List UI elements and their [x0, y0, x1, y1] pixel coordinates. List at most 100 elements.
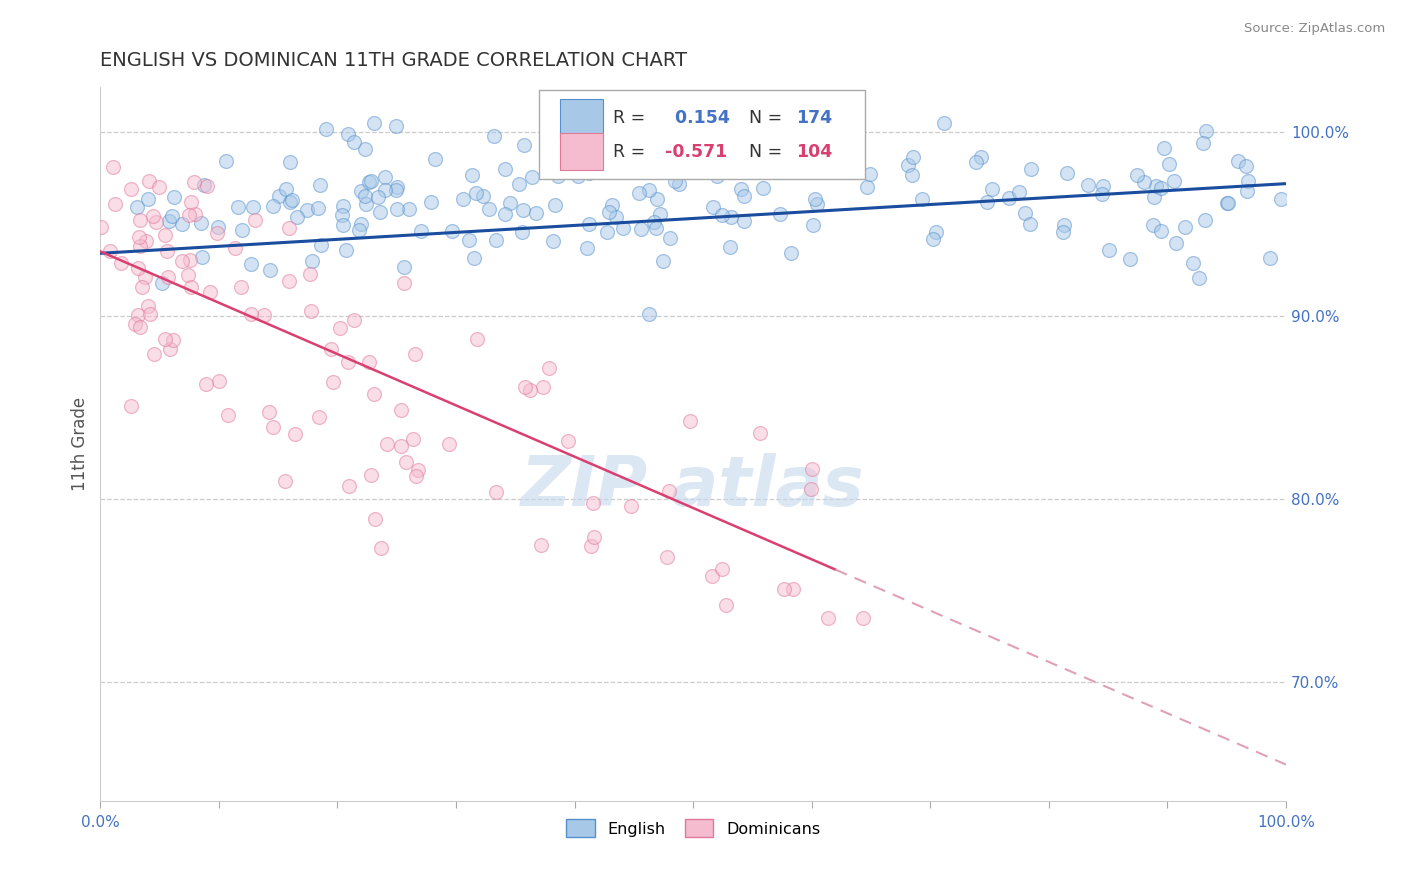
Point: [801, 462, 824, 476]
Point: [976, 195, 998, 210]
Point: [224, 241, 246, 255]
Point: [315, 121, 337, 136]
Point: [183, 175, 205, 189]
Point: [578, 166, 600, 180]
Point: [531, 379, 554, 393]
Point: [217, 408, 239, 422]
Point: [463, 252, 485, 266]
Point: [922, 232, 945, 246]
Point: [205, 227, 228, 241]
Point: [627, 186, 650, 201]
Text: 174: 174: [796, 109, 832, 127]
Point: [262, 420, 284, 434]
Point: [156, 244, 179, 258]
Point: [395, 455, 418, 469]
Point: [208, 374, 231, 388]
Point: [360, 174, 382, 188]
Point: [145, 214, 167, 228]
Point: [329, 321, 352, 335]
Point: [803, 192, 825, 206]
Point: [1216, 195, 1239, 210]
Point: [239, 307, 262, 321]
Point: [309, 178, 332, 193]
Point: [1194, 213, 1216, 227]
Point: [1153, 141, 1175, 155]
Point: [207, 219, 229, 234]
Point: [360, 468, 382, 483]
Point: [180, 280, 202, 294]
Point: [801, 218, 824, 232]
Point: [138, 307, 160, 321]
Point: [142, 209, 165, 223]
Point: [465, 332, 488, 346]
Point: [321, 342, 343, 356]
Point: [287, 210, 309, 224]
Point: [461, 169, 484, 183]
Point: [170, 253, 193, 268]
Point: [243, 213, 266, 227]
Point: [402, 432, 425, 446]
Point: [530, 537, 553, 551]
Point: [273, 474, 295, 488]
Point: [1053, 219, 1076, 233]
Point: [157, 214, 180, 228]
Point: [367, 189, 389, 203]
Point: [90, 219, 112, 234]
Point: [440, 224, 463, 238]
Point: [901, 168, 924, 182]
Point: [1052, 225, 1074, 239]
Point: [1174, 219, 1197, 234]
Point: [524, 206, 547, 220]
Point: [231, 223, 253, 237]
Point: [547, 169, 569, 184]
Point: [104, 196, 127, 211]
Point: [364, 512, 387, 526]
Point: [359, 355, 381, 369]
Point: [970, 151, 993, 165]
Point: [1019, 217, 1042, 231]
Point: [605, 211, 627, 225]
Point: [138, 174, 160, 188]
Point: [730, 182, 752, 196]
Point: [1090, 187, 1112, 202]
Point: [337, 127, 360, 141]
Point: [128, 230, 150, 244]
Point: [806, 196, 828, 211]
Point: [1236, 185, 1258, 199]
Point: [134, 270, 156, 285]
FancyBboxPatch shape: [561, 133, 603, 170]
Point: [129, 319, 152, 334]
Point: [423, 152, 446, 166]
Point: [751, 181, 773, 195]
Point: [498, 195, 520, 210]
Point: [301, 253, 323, 268]
Point: [458, 233, 481, 247]
Point: [981, 182, 1004, 196]
Point: [307, 201, 329, 215]
Point: [195, 178, 218, 193]
Point: [148, 180, 170, 194]
Point: [392, 276, 415, 290]
Point: [733, 189, 755, 203]
Point: [385, 119, 408, 133]
Point: [159, 342, 181, 356]
Point: [645, 192, 668, 206]
Point: [748, 425, 770, 440]
Point: [537, 361, 560, 376]
Point: [522, 170, 544, 185]
Point: [1234, 159, 1257, 173]
Point: [98, 244, 121, 258]
Point: [782, 582, 804, 597]
Point: [582, 530, 605, 544]
Point: [357, 175, 380, 189]
Point: [1098, 243, 1121, 257]
Point: [385, 183, 408, 197]
Point: [278, 194, 301, 209]
Text: Source: ZipAtlas.com: Source: ZipAtlas.com: [1244, 22, 1385, 36]
Point: [311, 238, 333, 252]
Point: [1194, 124, 1216, 138]
Point: [508, 177, 530, 191]
Point: [343, 135, 366, 149]
Point: [343, 313, 366, 327]
Point: [510, 225, 533, 239]
